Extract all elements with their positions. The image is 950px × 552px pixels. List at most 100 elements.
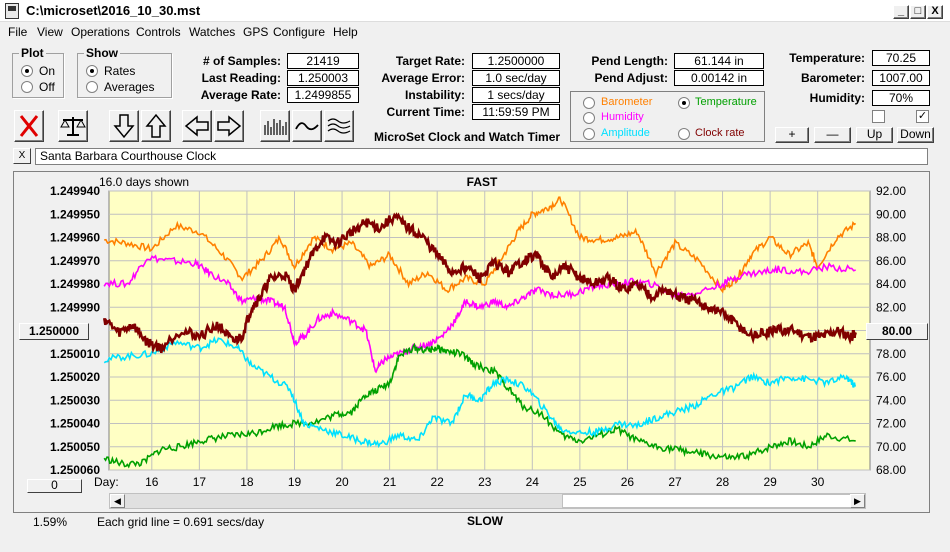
left-arrow-icon xyxy=(184,115,209,137)
center-env-button[interactable]: 80.00 xyxy=(866,323,928,340)
checkbox-2[interactable]: ✓ xyxy=(916,110,929,123)
clock-name-field[interactable]: Santa Barbara Courthouse Clock xyxy=(35,148,928,165)
menu-watches[interactable]: Watches xyxy=(189,25,236,39)
x-tick-label: 24 xyxy=(526,475,540,489)
barometer-value: 1007.00 xyxy=(872,70,930,86)
left-tick-label: 1.250020 xyxy=(50,370,100,384)
left-tick-label: 1.249940 xyxy=(50,184,100,198)
plot-group: Plot On Off xyxy=(12,46,64,98)
app-icon[interactable] xyxy=(5,3,19,19)
scroll-right-arrow-icon[interactable]: ▶ xyxy=(850,494,865,508)
line-wave-button[interactable] xyxy=(292,110,322,142)
x-tick-label: 18 xyxy=(240,475,254,489)
slow-text: SLOW xyxy=(467,514,503,528)
bars-icon xyxy=(264,119,287,135)
maximize-button[interactable]: □ xyxy=(910,5,926,19)
series-group xyxy=(102,196,857,469)
plot-off-radio[interactable] xyxy=(21,81,33,93)
left-axis: 1.249940 1.249950 1.249960 1.249970 1.249980… xyxy=(50,184,100,477)
plot-humidity-label: Humidity xyxy=(601,111,644,123)
num-samples-value: 21419 xyxy=(287,53,359,69)
right-tick-label: 78.00 xyxy=(876,347,906,361)
scale-minus-button[interactable]: — xyxy=(814,127,851,143)
x-tick-label: 25 xyxy=(573,475,587,489)
plot-options-box: Barometer Temperature Humidity Amplitude… xyxy=(570,91,765,142)
left-tick-label: 1.250010 xyxy=(50,347,100,361)
target-rate-label: Target Rate: xyxy=(395,54,465,68)
scroll-left-arrow-icon[interactable]: ◀ xyxy=(110,494,125,508)
show-rates-radio[interactable] xyxy=(86,65,98,77)
line-wave-icon xyxy=(295,122,319,131)
left-tick-label: 1.250040 xyxy=(50,417,100,431)
up-arrow-icon xyxy=(145,113,167,138)
target-rate-value: 1.2500000 xyxy=(472,53,560,69)
average-error-value: 1.0 sec/day xyxy=(472,70,560,86)
center-rate-button[interactable]: 1.250000 xyxy=(19,323,89,340)
balance-icon xyxy=(60,117,86,136)
series-line-clock-rate xyxy=(102,212,857,354)
menu-operations[interactable]: Operations xyxy=(71,25,130,39)
clear-button[interactable] xyxy=(14,110,44,142)
minimize-button[interactable]: _ xyxy=(893,5,909,19)
pend-adjust-label: Pend Adjust: xyxy=(594,71,668,85)
scale-down-button[interactable]: Down xyxy=(897,127,934,143)
show-group-title: Show xyxy=(84,46,120,60)
balance-button[interactable] xyxy=(58,110,88,142)
right-tick-label: 82.00 xyxy=(876,300,906,314)
x-tick-label: 23 xyxy=(478,475,492,489)
show-averages-radio[interactable] xyxy=(86,81,98,93)
chart-panel: 1.249940 1.249950 1.249960 1.249970 1.249980… xyxy=(13,171,931,528)
clock-close-button[interactable]: X xyxy=(13,148,31,164)
rate-chart[interactable]: 1.249940 1.249950 1.249960 1.249970 1.249980… xyxy=(14,172,931,528)
scroll-thumb[interactable] xyxy=(562,494,851,508)
x-tick-label: 19 xyxy=(288,475,302,489)
days-shown-label: 16.0 days shown xyxy=(99,175,189,189)
bars-button[interactable] xyxy=(260,110,290,142)
offset-button[interactable]: 0 xyxy=(27,479,82,493)
x-tick-label: 27 xyxy=(668,475,682,489)
plot-on-label: On xyxy=(39,64,56,78)
x-tick-label: 26 xyxy=(621,475,635,489)
horizontal-scrollbar[interactable]: ◀ ▶ xyxy=(109,493,866,509)
scale-up-button[interactable]: Up xyxy=(856,127,893,143)
menu-file[interactable]: File xyxy=(8,25,28,39)
right-tick-label: 86.00 xyxy=(876,254,906,268)
grid-note: Each grid line = 0.691 secs/day xyxy=(97,515,265,529)
fast-label: FAST xyxy=(467,175,498,189)
menu-controls[interactable]: Controls xyxy=(136,25,181,39)
show-rates-label: Rates xyxy=(104,64,136,78)
plot-amplitude-radio[interactable] xyxy=(583,128,595,140)
menu-help[interactable]: Help xyxy=(333,25,358,39)
plot-humidity-radio[interactable] xyxy=(583,112,595,124)
down-arrow-button[interactable] xyxy=(109,110,139,142)
plot-temperature-radio[interactable] xyxy=(678,97,690,109)
average-rate-value: 1.2499855 xyxy=(287,87,359,103)
plot-clock-rate-radio[interactable] xyxy=(678,128,690,140)
pend-length-value: 61.144 in xyxy=(674,53,764,69)
scale-plus-button[interactable]: + xyxy=(775,127,809,143)
x-tick-label: 30 xyxy=(811,475,825,489)
up-arrow-button[interactable] xyxy=(141,110,171,142)
right-tick-label: 74.00 xyxy=(876,393,906,407)
left-tick-label: 1.249990 xyxy=(50,300,100,314)
window-title: C:\microset\2016_10_30.mst xyxy=(26,3,201,18)
right-tick-label: 88.00 xyxy=(876,231,906,245)
right-tick-label: 70.00 xyxy=(876,440,906,454)
plot-clock-rate-label: Clock rate xyxy=(695,127,745,139)
menu-gps[interactable]: GPS xyxy=(243,25,269,39)
menu-view[interactable]: View xyxy=(37,25,63,39)
menu-configure[interactable]: Configure xyxy=(273,25,326,39)
clear-icon xyxy=(19,115,39,137)
down-arrow-icon xyxy=(113,114,135,139)
multi-wave-button[interactable] xyxy=(324,110,354,142)
checkbox-1[interactable] xyxy=(872,110,885,123)
plot-on-radio[interactable] xyxy=(21,65,33,77)
right-arrow-button[interactable] xyxy=(214,110,244,142)
plot-amplitude-label: Amplitude xyxy=(601,127,650,139)
plot-barometer-radio[interactable] xyxy=(583,97,595,109)
close-button[interactable]: X xyxy=(927,5,943,19)
plot-off-label: Off xyxy=(39,80,55,94)
left-arrow-button[interactable] xyxy=(182,110,212,142)
right-tick-label: 68.00 xyxy=(876,463,906,477)
left-tick-label: 1.250030 xyxy=(50,393,100,407)
